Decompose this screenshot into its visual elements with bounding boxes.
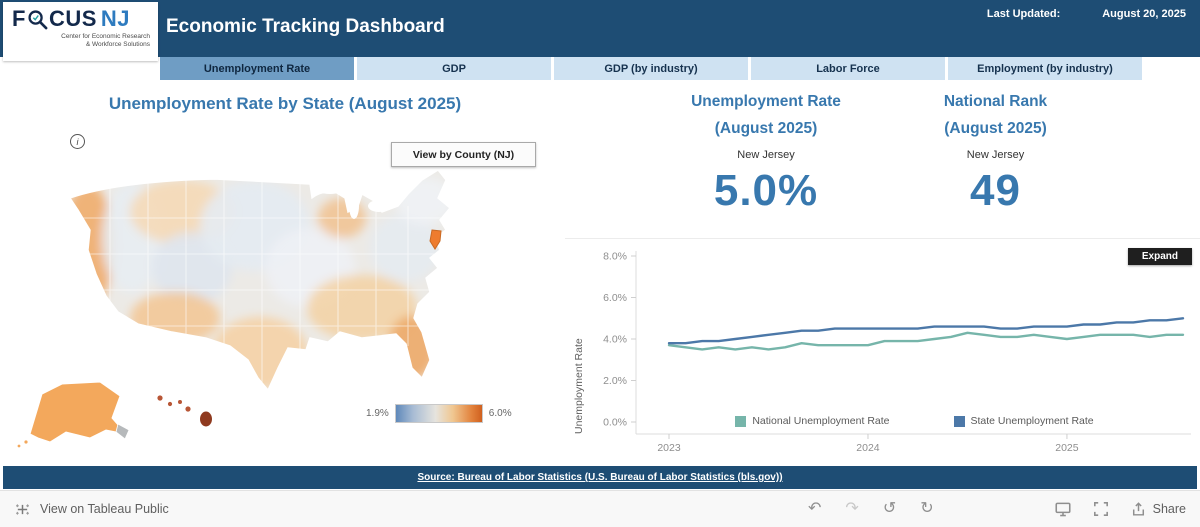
tab-labor-force[interactable]: Labor Force <box>751 57 945 80</box>
share-icon <box>1132 501 1144 516</box>
logo-letters-nj: NJ <box>100 6 131 31</box>
logo-tagline-line2: & Workforce Solutions <box>85 41 150 49</box>
legend-gradient <box>394 404 483 423</box>
state-hawaii[interactable] <box>157 395 212 427</box>
redo-icon[interactable]: ↷ <box>845 500 859 517</box>
state-alaska[interactable] <box>17 381 130 448</box>
refresh-icon[interactable]: ↻ <box>920 500 934 517</box>
tab-unemployment-rate[interactable]: Unemployment Rate <box>160 57 354 80</box>
magnifier-icon <box>28 9 48 29</box>
last-updated-value: August 20, 2025 <box>1102 8 1186 20</box>
svg-text:2025: 2025 <box>1055 442 1079 454</box>
kpi-title: National Rank (August 2025) <box>943 93 1048 137</box>
legend-item-state[interactable]: State Unemployment Rate <box>953 415 1094 427</box>
tab-gdp[interactable]: GDP <box>357 57 551 80</box>
dashboard-title: Economic Tracking Dashboard <box>166 16 445 37</box>
header-bar: Economic Tracking Dashboard Last Updated… <box>0 0 1200 57</box>
trend-chart-panel: Expand Unemployment Rate 0.0% 2.0% 4.0% 6.0… <box>565 238 1200 465</box>
us-map-container <box>10 146 560 448</box>
share-button[interactable]: Share <box>1130 501 1186 518</box>
us-outline <box>68 169 451 392</box>
replay-icon[interactable]: ↺ <box>882 500 897 517</box>
chart-legend: National Unemployment Rate State Unemplo… <box>636 415 1193 427</box>
contiguous-us <box>70 170 450 390</box>
view-on-tableau-link[interactable]: View on Tableau Public <box>14 501 169 518</box>
kpi-unemployment-rate: Unemployment Rate (August 2025) New Jers… <box>588 88 944 216</box>
state-swatch <box>953 415 965 427</box>
undo-icon[interactable]: ↶ <box>808 500 822 517</box>
display-download-icon[interactable] <box>1054 500 1072 518</box>
svg-text:6.0%: 6.0% <box>603 292 627 304</box>
svg-text:4.0%: 4.0% <box>603 334 627 346</box>
logo-letters-cus: CUS <box>48 6 97 31</box>
trend-chart-svg[interactable]: 0.0% 2.0% 4.0% 6.0% 8.0% 2023 2024 2025 <box>565 239 1199 465</box>
logo-tagline: Center for Economic Research & Workforce… <box>12 33 150 50</box>
kpi-subtitle: New Jersey <box>966 149 1025 161</box>
state-new-jersey[interactable] <box>429 229 442 250</box>
logo-tagline-line1: Center for Economic Research <box>61 33 150 40</box>
tableau-logo-icon <box>16 503 29 515</box>
expand-button[interactable]: Expand <box>1127 248 1192 265</box>
tab-gdp-by-industry[interactable]: GDP (by industry) <box>554 57 748 80</box>
logo-brand: F CUS NJ <box>12 7 150 31</box>
share-label: Share <box>1152 502 1186 516</box>
svg-text:0.0%: 0.0% <box>603 417 627 429</box>
legend-min-label: 1.9% <box>366 408 389 419</box>
us-choropleth-map[interactable] <box>10 146 560 448</box>
logo-letter-f: F <box>12 6 26 31</box>
source-link[interactable]: Source: Bureau of Labor Statistics (U.S.… <box>417 472 783 483</box>
legend-item-national[interactable]: National Unemployment Rate <box>735 415 890 427</box>
svg-text:2023: 2023 <box>657 442 681 454</box>
footer-toolbar: View on Tableau Public ↶ ↷ ↺ ↻ <box>0 490 1200 527</box>
kpi-national-rank: National Rank (August 2025) New Jersey 4… <box>873 88 1118 216</box>
fullscreen-icon[interactable] <box>1092 500 1110 518</box>
last-updated: Last Updated: August 20, 2025 <box>987 8 1186 20</box>
kpi-value: 5.0% <box>713 166 819 215</box>
kpi-title: Unemployment Rate (August 2025) <box>691 93 841 137</box>
view-on-tableau-label: View on Tableau Public <box>40 502 169 516</box>
tab-bar: Unemployment Rate GDP GDP (by industry) … <box>160 57 1142 80</box>
map-title: Unemployment Rate by State (August 2025) <box>108 94 462 113</box>
svg-text:8.0%: 8.0% <box>603 251 627 263</box>
source-bar: Source: Bureau of Labor Statistics (U.S.… <box>3 466 1197 489</box>
focus-nj-logo[interactable]: F CUS NJ Center for Economic Research & … <box>3 2 158 61</box>
kpi-subtitle: New Jersey <box>737 149 795 161</box>
view-by-county-button[interactable]: View by County (NJ) <box>391 142 536 167</box>
map-color-legend: 1.9% 6.0% <box>366 404 512 423</box>
kpi-value: 49 <box>970 166 1021 215</box>
tab-employment-by-industry[interactable]: Employment (by industry) <box>948 57 1142 80</box>
svg-text:2.0%: 2.0% <box>603 375 627 387</box>
legend-max-label: 6.0% <box>488 408 512 419</box>
national-swatch <box>735 415 747 427</box>
info-icon[interactable]: i <box>70 134 85 149</box>
toolbar-actions: ↶ ↷ ↺ ↻ <box>808 500 1186 518</box>
svg-text:2024: 2024 <box>856 442 880 454</box>
last-updated-label: Last Updated: <box>986 8 1061 20</box>
